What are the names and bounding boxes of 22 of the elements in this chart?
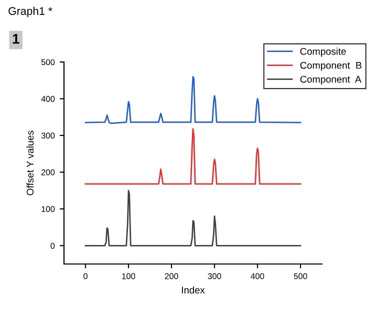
y-tick-label: 400	[41, 96, 55, 102]
legend-label: Component B	[300, 62, 362, 71]
x-axis-title: Index	[182, 286, 205, 294]
x-tick-label: 0	[84, 273, 88, 280]
x-tick-label: 200	[164, 273, 178, 280]
line-series	[84, 190, 302, 246]
y-tick-label: 500	[41, 59, 55, 66]
x-tick-label: 500	[294, 273, 308, 280]
text: 1	[12, 34, 20, 44]
y-tick-label: 300	[41, 132, 55, 139]
y-tick-label: 200	[41, 169, 55, 176]
legend-label: Composite	[300, 48, 346, 57]
y-axis-title: Offset Y values	[26, 130, 34, 196]
line-series	[84, 76, 302, 124]
chart-title: Graph1 *	[8, 6, 52, 18]
y-tick-label: 0	[50, 242, 55, 249]
y-tick-label: 100	[42, 206, 55, 212]
x-tick-label: 100	[122, 273, 136, 280]
x-tick-label: 400	[250, 273, 264, 280]
line-series	[84, 128, 302, 185]
x-tick-label: 300	[208, 273, 222, 280]
legend-label: Component A	[300, 76, 362, 85]
